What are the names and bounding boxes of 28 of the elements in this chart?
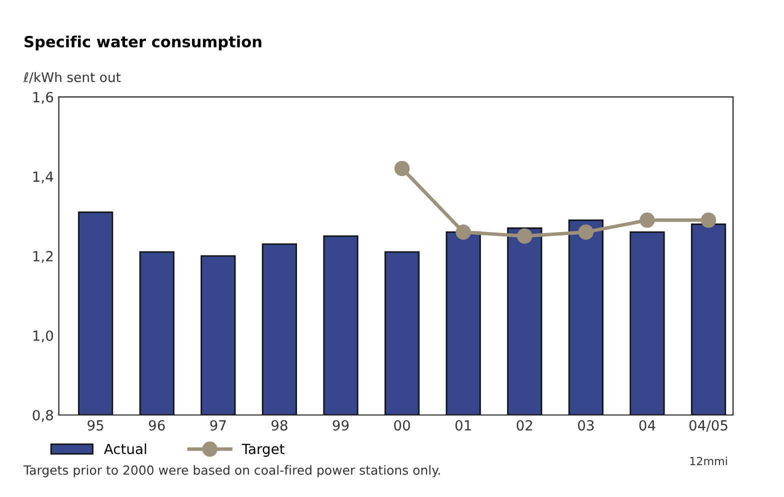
legend-label: Actual — [104, 443, 146, 454]
y-tick-label: 1,0 — [33, 330, 54, 342]
point — [517, 228, 532, 244]
x-tick-label: 97 — [210, 420, 226, 431]
x-tick-label: 03 — [578, 420, 594, 431]
x-tick-label: 95 — [88, 420, 104, 431]
text: Targets prior to 2000 were based on coal-fired power stations only. — [23, 465, 440, 478]
y-tick-label: 1,6 — [33, 92, 54, 104]
x-tick-label: 04 — [639, 420, 656, 431]
x-tick-label: 98 — [272, 420, 288, 431]
point — [578, 224, 594, 240]
y-tick-label: 1,2 — [33, 250, 53, 263]
x-tick-label: 99 — [332, 420, 349, 431]
text: 12mmi — [690, 456, 727, 466]
legend-label: Target — [242, 444, 284, 457]
point — [700, 212, 716, 228]
chart-title: Specific water consumption — [24, 36, 262, 50]
point — [456, 224, 471, 240]
x-tick-label: 00 — [394, 420, 410, 431]
y-tick-label: 1,4 — [33, 172, 54, 184]
y-tick-label: 0,8 — [32, 410, 53, 422]
point — [394, 160, 410, 176]
x-tick-label: 01 — [455, 420, 471, 431]
y-axis-title: ℓ/kWh sent out — [23, 72, 121, 84]
point — [640, 212, 655, 228]
x-tick-label: 02 — [516, 420, 532, 431]
x-tick-label: 04/05 — [689, 420, 728, 432]
x-tick-label: 96 — [148, 420, 165, 431]
